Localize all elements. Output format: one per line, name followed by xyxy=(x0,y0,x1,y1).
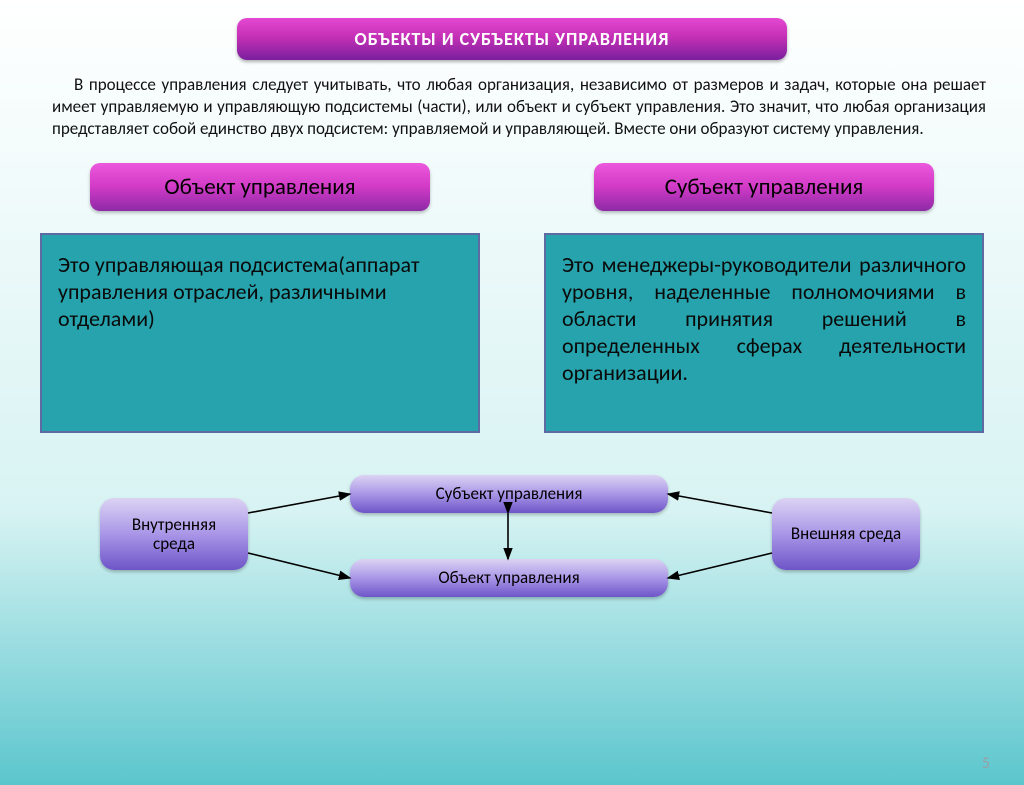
page-number: 5 xyxy=(982,754,990,773)
intro-paragraph: В процессе управления следует учитывать,… xyxy=(0,74,1024,139)
right-body: Это менеджеры-руководители различного ур… xyxy=(544,233,984,433)
page-title: ОБЪЕКТЫ И СУБЪЕКТЫ УПРАВЛЕНИЯ xyxy=(237,18,787,60)
diagram-node-subject: Субъект управления xyxy=(350,475,668,513)
right-header: Субъект управления xyxy=(594,163,934,211)
right-column: Субъект управления Это менеджеры-руковод… xyxy=(544,163,984,433)
diagram-node-env_out: Внешняя среда xyxy=(772,498,920,570)
diagram-node-env_in: Внутренняя среда xyxy=(100,498,248,570)
diagram-node-object: Объект управления xyxy=(350,559,668,597)
two-columns: Объект управления Это управляющая подсис… xyxy=(0,163,1024,433)
left-body: Это управляющая подсистема(аппарат управ… xyxy=(40,233,480,433)
left-column: Объект управления Это управляющая подсис… xyxy=(40,163,480,433)
left-header: Объект управления xyxy=(90,163,430,211)
management-diagram: Внутренняя среда Субъект управления Объект… xyxy=(0,463,1024,618)
